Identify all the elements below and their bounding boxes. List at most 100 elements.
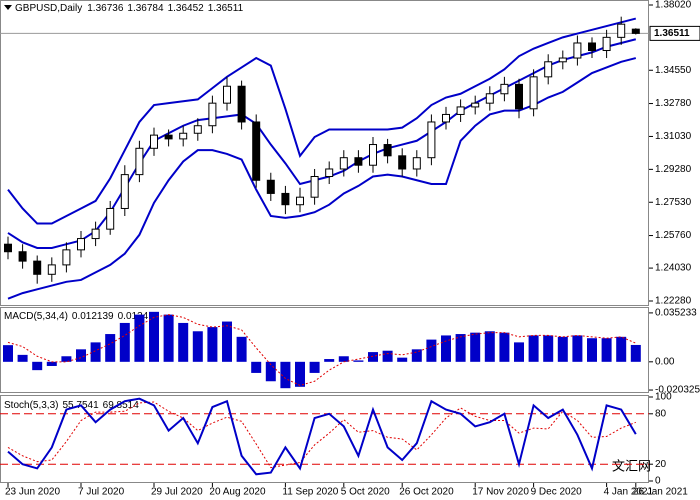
candle-body xyxy=(296,196,304,206)
macd-bar xyxy=(528,335,539,362)
candle-body xyxy=(529,76,538,110)
y-tick-label: 1.22280 xyxy=(655,296,692,307)
macd-bar xyxy=(514,342,524,362)
candle-body xyxy=(412,157,421,170)
macd-bar xyxy=(484,331,495,362)
y-tick-label: 0.00 xyxy=(655,356,675,367)
candle-body xyxy=(120,174,129,209)
macd-signal-value: 0.0134 xyxy=(118,311,149,322)
watermark: 文汇网 xyxy=(612,458,651,473)
macd-bar xyxy=(587,338,597,362)
symbol: GBPUSD,Daily xyxy=(15,3,82,14)
x-tick-label: 4 Jan 2021 xyxy=(604,487,654,498)
macd-bar xyxy=(251,361,262,373)
x-tick-label: 9 Dec 2020 xyxy=(531,487,583,498)
macd-bar xyxy=(192,331,203,362)
macd-bar xyxy=(368,352,378,362)
y-tick-label: 100 xyxy=(655,392,672,403)
macd-bar xyxy=(178,322,189,362)
candle-body xyxy=(208,102,217,127)
candle-body xyxy=(47,264,56,275)
macd-bar xyxy=(338,356,349,362)
candle-body xyxy=(573,42,582,59)
candle-body xyxy=(325,168,334,178)
candle-body xyxy=(369,144,377,166)
candle-body xyxy=(427,121,436,159)
y-tick-label: 1.24030 xyxy=(655,263,692,274)
y-tick-label: 0 xyxy=(655,476,661,487)
macd-bar xyxy=(90,342,101,362)
macd-bar xyxy=(309,361,320,373)
macd-bar xyxy=(280,361,291,389)
candle-body xyxy=(500,83,509,95)
macd-bar xyxy=(557,336,568,362)
candle-body xyxy=(310,176,319,198)
candle-body xyxy=(193,125,202,134)
y-tick-label: -0.020325 xyxy=(655,385,700,396)
macd-bar xyxy=(61,356,72,362)
candle-body xyxy=(354,157,363,166)
close-value: 1.36511 xyxy=(208,3,244,14)
x-tick-label: 29 Jul 2020 xyxy=(151,487,203,498)
macd-bar xyxy=(119,322,130,362)
macd-bar xyxy=(543,335,554,362)
macd-bar xyxy=(455,334,466,362)
x-tick-label: 26 Oct 2020 xyxy=(399,487,454,498)
x-tick-label: 23 Jun 2020 xyxy=(5,487,60,498)
candle-body xyxy=(223,85,231,104)
macd-bar xyxy=(411,349,422,362)
y-tick-label: 1.32780 xyxy=(655,98,692,109)
candle-body xyxy=(544,61,553,78)
macd-bar xyxy=(3,345,13,362)
macd-bar xyxy=(46,361,57,366)
candle-body xyxy=(4,243,12,253)
candle-body xyxy=(91,228,100,240)
macd-bar xyxy=(236,336,247,362)
y-tick-label: 1.27530 xyxy=(655,197,692,208)
candle-body xyxy=(456,106,465,115)
macd-header: MACD(5,34,4) 0.012139 0.0134 xyxy=(4,311,149,322)
x-tick-label: 11 Sep 2020 xyxy=(282,487,338,498)
candle-body xyxy=(617,23,626,38)
stoch-title: Stoch(5,3,3) xyxy=(4,400,58,411)
macd-bar xyxy=(324,359,335,362)
macd-bar xyxy=(163,314,174,362)
macd-bar xyxy=(105,334,116,362)
candle-body xyxy=(179,132,188,140)
x-tick-label: 5 Oct 2020 xyxy=(341,487,390,498)
high-value: 1.36784 xyxy=(127,3,164,14)
candle-body xyxy=(515,83,523,110)
macd-bar xyxy=(265,361,276,382)
candle-body xyxy=(339,157,348,170)
candle-body xyxy=(442,113,450,123)
candle-body xyxy=(266,179,275,194)
y-tick-label: 1.38020 xyxy=(655,0,692,11)
macd-bar xyxy=(353,360,364,362)
macd-bar xyxy=(295,361,305,387)
candle-body xyxy=(150,134,158,149)
candle-body xyxy=(602,36,611,52)
candle-body xyxy=(631,28,640,34)
x-tick-label: 20 Aug 2020 xyxy=(209,487,266,498)
macd-title: MACD(5,34,4) xyxy=(4,311,68,322)
macd-bar xyxy=(426,339,437,362)
macd-bar xyxy=(397,357,408,362)
candle-body xyxy=(106,207,115,230)
last-price-label: 1.36511 xyxy=(654,28,690,39)
x-tick-label: 26 Jan 2021 xyxy=(633,487,688,498)
candle-body xyxy=(77,238,85,251)
candle-body xyxy=(135,147,144,176)
low-value: 1.36452 xyxy=(168,3,205,14)
y-tick-label: 1.25760 xyxy=(655,230,692,241)
candle-body xyxy=(18,251,27,262)
macd-bar xyxy=(207,327,218,362)
main-header: GBPUSD,Daily 1.36736 1.36784 1.36452 1.36511 xyxy=(15,3,244,14)
bollinger-upper xyxy=(7,17,637,225)
candle-body xyxy=(588,42,596,52)
macd-bar xyxy=(76,349,86,362)
candle-body xyxy=(281,192,290,206)
candle-body xyxy=(33,260,42,275)
y-tick-label: 80 xyxy=(655,408,667,419)
